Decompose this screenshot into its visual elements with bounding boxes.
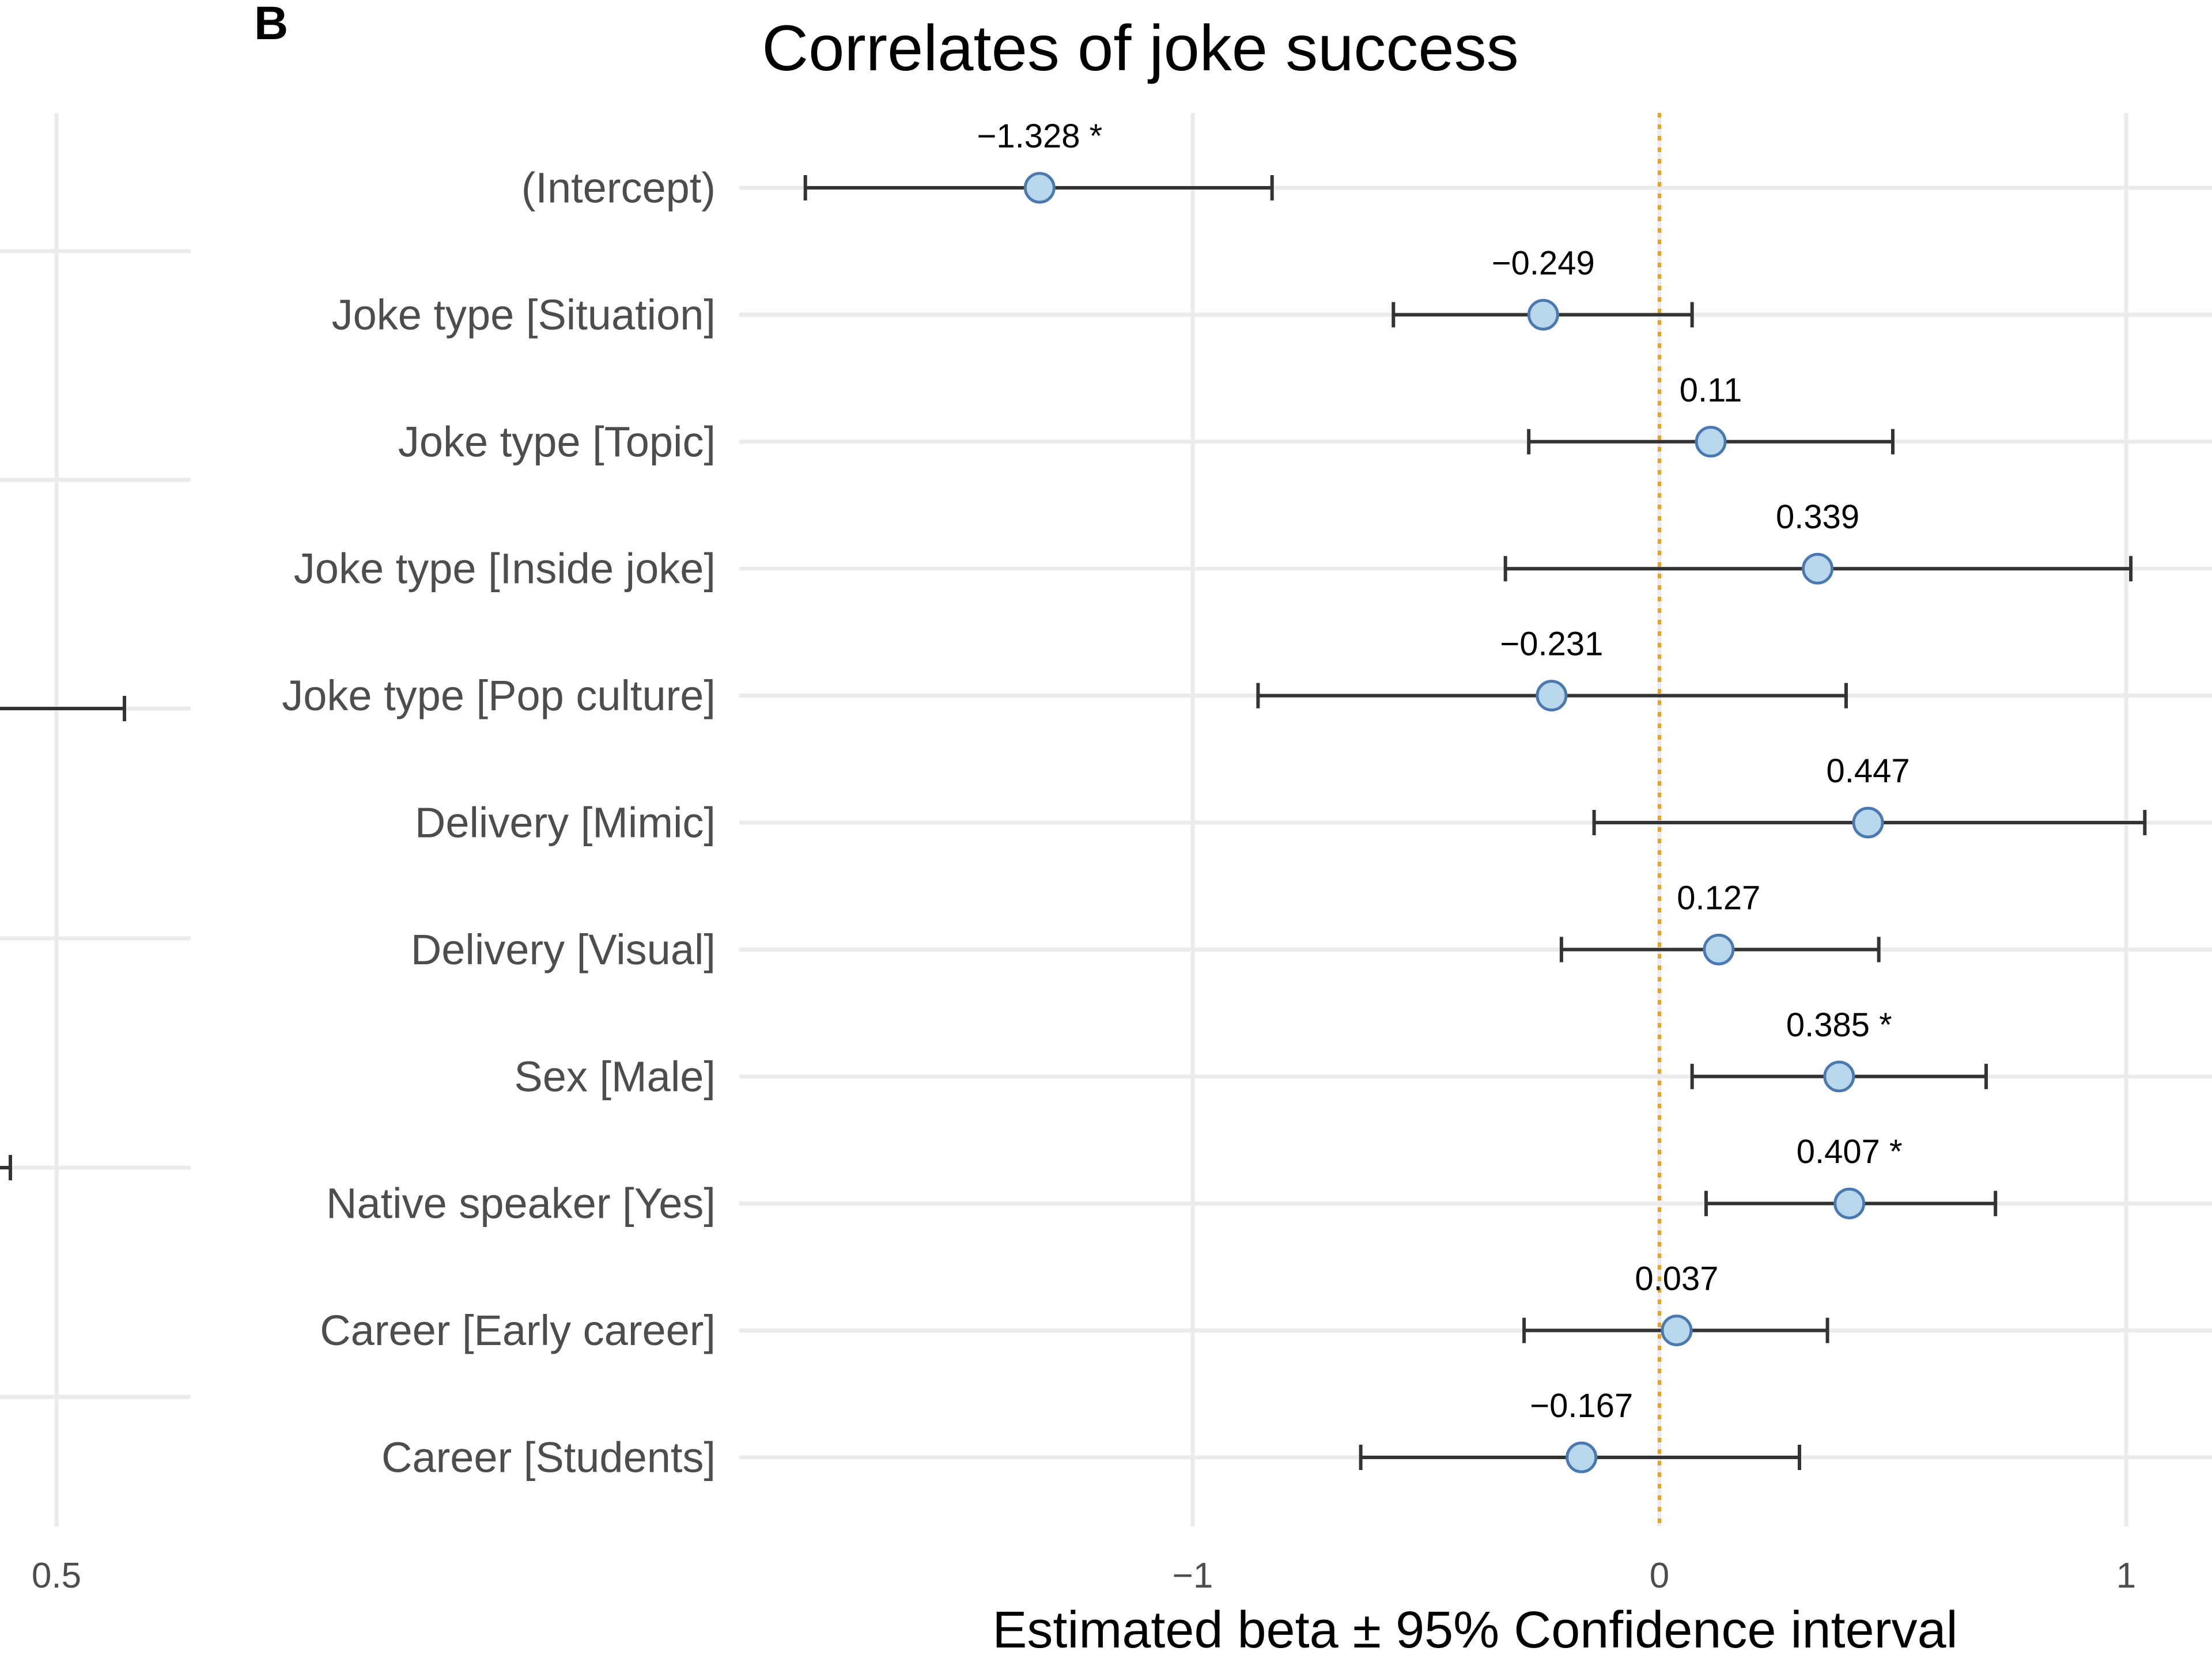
estimate-label: 0.11: [1680, 372, 1742, 409]
x-ticks: −1 0 1: [1173, 1556, 2137, 1596]
row-label: Native speaker [Yes]: [326, 1180, 716, 1228]
estimate-label: 0.385 *: [1786, 1006, 1892, 1044]
estimate-label: 0.127: [1677, 879, 1760, 916]
x-tick-label: −1: [1173, 1556, 1213, 1596]
estimate-point: [1536, 680, 1568, 712]
estimate-point: [1661, 1315, 1693, 1347]
rows: (Intercept) −1.328 * Joke type [Situation]…: [282, 118, 2147, 1482]
estimate-point: [1527, 298, 1559, 331]
row: Sex [Male] 0.385 *: [514, 1006, 1988, 1100]
row-label: Joke type [Pop culture]: [282, 672, 716, 719]
estimate-point: [1703, 933, 1735, 965]
row: Joke type [Pop culture] −0.231: [282, 626, 1848, 719]
estimate-label: 0.339: [1776, 498, 1859, 536]
estimate-point: [1823, 1060, 1855, 1093]
left-x-tick-label: 0.5: [32, 1556, 81, 1596]
row-label: Joke type [Inside joke]: [294, 545, 716, 593]
estimate-label: 0.407 *: [1797, 1133, 1903, 1171]
row-label: (Intercept): [521, 164, 716, 212]
row: Career [Students] −0.167: [381, 1387, 1801, 1482]
estimate-label: −0.167: [1530, 1387, 1633, 1425]
estimate-point: [1023, 172, 1056, 204]
estimate-label: −0.249: [1492, 244, 1595, 282]
estimate-point: [1852, 806, 1884, 839]
estimate-label: 0.037: [1635, 1260, 1718, 1298]
x-axis-label: Estimated beta ± 95% Confidence interval: [992, 1601, 1957, 1659]
row-label: Joke type [Situation]: [332, 291, 716, 339]
row: Delivery [Mimic] 0.447: [415, 752, 2147, 847]
row: Joke type [Situation] −0.249: [332, 244, 1694, 339]
row: Joke type [Inside joke] 0.339: [294, 498, 2133, 593]
gridlines: [739, 113, 2212, 1527]
row: Delivery [Visual] 0.127: [411, 879, 1881, 974]
estimate-point: [1695, 426, 1727, 458]
estimate-label: −0.231: [1500, 626, 1603, 663]
estimate-point: [1833, 1187, 1866, 1219]
row: (Intercept) −1.328 *: [521, 118, 1274, 212]
x-tick-label: 1: [2116, 1556, 2136, 1596]
row-label: Delivery [Mimic]: [415, 799, 716, 847]
estimate-point: [1566, 1441, 1598, 1474]
x-tick-label: 0: [1650, 1556, 1669, 1596]
row: Joke type [Topic] 0.11: [398, 372, 1895, 465]
estimate-point: [1802, 552, 1834, 585]
row: Native speaker [Yes] 0.407 *: [326, 1133, 1998, 1228]
row-label: Career [Early career]: [320, 1306, 716, 1354]
row: Career [Early career] 0.037: [320, 1260, 1829, 1354]
row-label: Joke type [Topic]: [398, 418, 716, 465]
estimate-label: −1.328 *: [977, 118, 1102, 155]
row-label: Career [Students]: [381, 1434, 716, 1482]
chart-title: Correlates of joke success: [762, 12, 1518, 84]
row-label: Delivery [Visual]: [411, 926, 716, 974]
panel-label: B: [254, 0, 288, 50]
row-label: Sex [Male]: [514, 1052, 716, 1100]
left-panel: 0.5: [0, 113, 191, 1596]
estimate-label: 0.447: [1826, 752, 1909, 790]
